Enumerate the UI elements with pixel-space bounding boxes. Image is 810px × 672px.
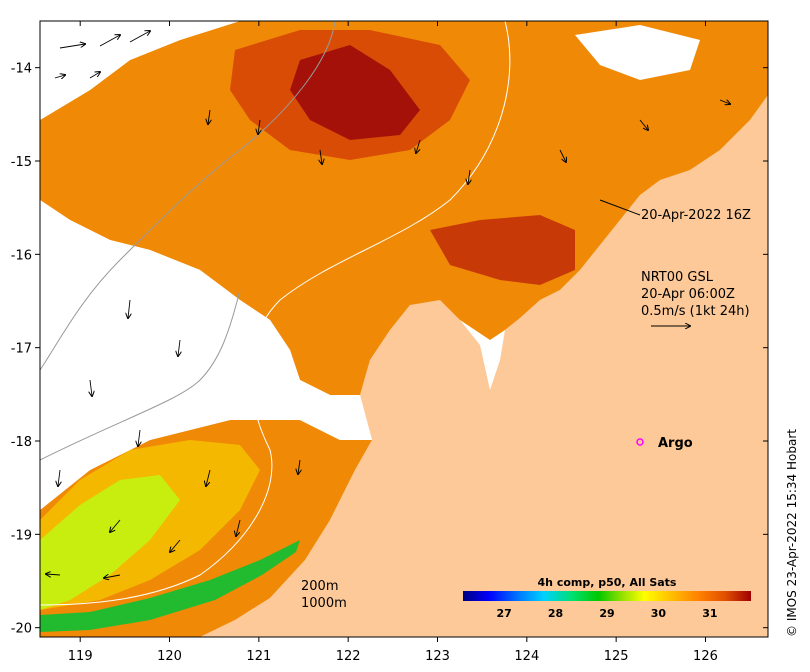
x-tick-label: 124 — [514, 649, 539, 664]
argo-label: Argo — [658, 436, 693, 451]
sst-warm-region — [40, 21, 768, 395]
colorbar-tick-label: 29 — [599, 607, 614, 620]
argo-float-marker — [636, 438, 644, 446]
y-tick-label: -14 — [11, 62, 32, 77]
x-tick-label: 121 — [246, 649, 271, 664]
colorbar-tick-label: 28 — [548, 607, 563, 620]
x-tick-label: 126 — [693, 649, 718, 664]
colorbar-background — [458, 578, 760, 630]
colorbar-title: 4h comp, p50, All Sats — [538, 576, 677, 589]
contour-200m-line — [40, 21, 511, 606]
x-tick-label: 120 — [157, 649, 182, 664]
x-tick-label: 125 — [604, 649, 629, 664]
y-tick-label: -16 — [11, 248, 32, 263]
cloud-gap-north — [40, 21, 240, 120]
x-tick-label: 119 — [68, 649, 93, 664]
y-tick-label: -20 — [11, 622, 32, 637]
current-product-label: NRT00 GSL — [641, 270, 714, 285]
current-scale-label: 0.5m/s (1kt 24h) — [641, 304, 750, 319]
colorbar-tick-label: 27 — [496, 607, 511, 620]
sst-hot-gulf — [430, 215, 575, 285]
colorbar-ticks: 27 28 29 30 31 — [496, 607, 717, 620]
y-tick-label: -19 — [11, 528, 32, 543]
contour-1000m-line — [40, 21, 336, 461]
contour-1000m-legend: 1000m — [301, 596, 347, 611]
x-tick-label: 122 — [336, 649, 361, 664]
longitude-axis: 119 120 121 122 123 124 125 126 — [68, 21, 718, 664]
map-plot-area: Argo 20-Apr-2022 16Z NRT00 GSL 20-Apr 06… — [40, 21, 768, 637]
y-tick-label: -15 — [11, 155, 32, 170]
current-vector-field — [46, 31, 730, 578]
swath-leader-line — [599, 199, 641, 216]
credit-text: © IMOS 23-Apr-2022 15:34 Hobart — [785, 429, 799, 637]
y-tick-label: -18 — [11, 435, 32, 450]
colorbar-gradient — [463, 591, 751, 601]
colorbar-tick-label: 31 — [702, 607, 717, 620]
swath-time-label: 20-Apr-2022 16Z — [641, 208, 751, 223]
cloud-gap-northeast — [575, 25, 700, 80]
current-time-label: 20-Apr 06:00Z — [641, 287, 735, 302]
x-tick-label: 123 — [425, 649, 450, 664]
latitude-axis: -14 -15 -16 -17 -18 -19 -20 — [11, 62, 768, 637]
contour-200m-legend: 200m — [301, 579, 338, 594]
land-mass — [200, 21, 768, 637]
map-frame — [39, 20, 769, 638]
sst-peak-core — [290, 45, 420, 140]
sst-lime-band — [40, 475, 180, 610]
cloud-gap-west — [40, 200, 372, 510]
sst-coastal-green — [40, 540, 300, 632]
y-tick-label: -17 — [11, 342, 32, 357]
colorbar-tick-label: 30 — [651, 607, 667, 620]
